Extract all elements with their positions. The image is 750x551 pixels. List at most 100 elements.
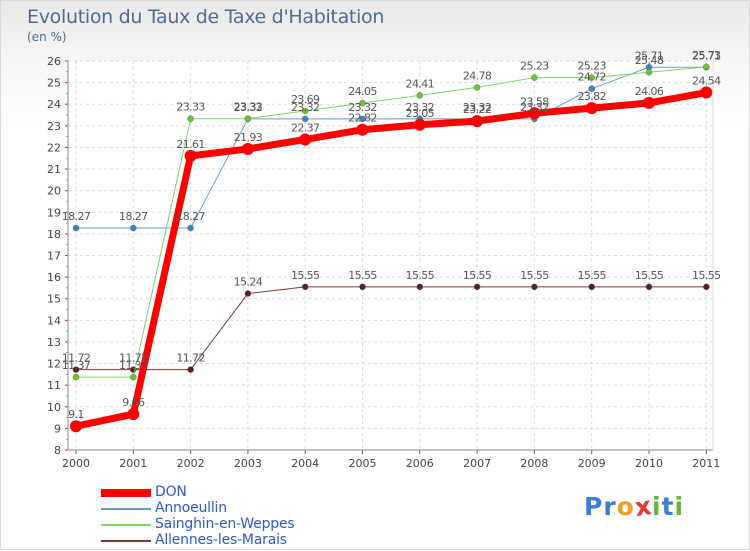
y-tick-label: 8 [54,444,61,457]
y-tick-label: 21 [47,163,61,176]
data-label: 23.33 [176,101,205,114]
logo-letter: i [674,492,685,521]
series-point [72,224,80,232]
y-tick-label: 19 [47,206,61,219]
x-tick-label: 2005 [349,457,377,470]
x-tick-label: 2000 [62,457,90,470]
series-point [588,283,595,291]
logo-letter: P [584,492,604,521]
data-label: 11.72 [119,352,148,365]
logo-letter: t [661,492,675,521]
series-point [127,408,140,421]
data-label: 23.82 [577,90,606,103]
data-label: 11.72 [62,352,91,365]
chart-title: Evolution du Taux de Taxe d'Habitation [27,6,385,28]
y-tick-label: 16 [47,271,61,284]
data-label: 24.05 [348,85,377,98]
series-point [531,74,538,81]
series-point [299,133,312,146]
data-label: 9.66 [122,396,145,409]
series-point [645,283,653,291]
series-point [130,373,137,381]
legend-label: DON [155,484,187,500]
series-point [645,69,653,76]
series-point [413,118,426,131]
series-point [187,366,194,373]
data-label: 23.32 [406,101,435,114]
series-line-2 [75,66,707,378]
series-point [588,85,595,92]
data-label: 23.32 [234,101,263,114]
series-point [302,115,309,123]
x-tick-label: 2006 [406,457,434,470]
legend-swatch [101,489,151,497]
series-line-3 [75,286,707,371]
series-point [473,283,481,291]
data-label: 15.55 [635,269,664,282]
y-tick-label: 15 [47,293,61,306]
data-label: 24.54 [692,75,721,88]
data-label: 18.27 [62,210,91,223]
legend-label: Sainghin-en-Weppes [155,516,295,532]
y-tick-label: 17 [47,250,61,263]
data-label: 21.61 [176,138,205,151]
data-label: 24.41 [406,77,435,90]
x-tick-label: 2009 [578,457,606,470]
data-label: 25.48 [635,54,664,67]
data-label: 15.55 [520,269,549,282]
series-point [302,283,309,291]
data-label: 24.06 [635,85,664,98]
data-label: 23.05 [406,107,435,120]
series-point [703,63,710,71]
data-label: 11.72 [176,352,205,365]
y-tick-label: 13 [47,336,61,349]
data-label: 15.55 [692,269,721,282]
x-tick-label: 2003 [234,457,262,470]
data-label: 25.71 [692,49,721,62]
data-label: 23.33 [234,101,263,114]
series-point [473,84,481,91]
chart-subtitle: (en %) [27,30,67,44]
series-point [700,86,713,99]
data-label: 15.55 [348,269,377,282]
logo-letter: r [603,492,617,521]
data-label: 15.55 [577,269,606,282]
data-label: 15.55 [406,269,435,282]
series-point [416,283,423,291]
data-label: 23.58 [520,95,549,108]
series-line-0 [72,89,710,430]
y-tick-label: 10 [47,401,61,414]
data-label: 11.37 [62,359,91,372]
series-point [244,115,252,122]
series-point [187,115,194,122]
y-tick-label: 11 [47,379,61,392]
data-label: 22.37 [291,121,320,134]
series-point [588,74,595,81]
data-label: 25.71 [635,49,664,62]
x-tick-label: 2010 [635,457,663,470]
data-label: 23.22 [463,103,492,116]
logo-letter: i [652,492,662,521]
series-point [585,102,598,115]
data-label: 15.55 [463,269,492,282]
series-point [528,107,541,120]
x-tick-label: 2002 [177,457,205,470]
series-point [359,99,366,107]
data-label: 23.32 [463,101,492,114]
data-label: 21.93 [234,131,263,144]
series-point [184,149,197,162]
series-point [359,283,366,291]
series-point [643,96,655,109]
series-point [703,283,710,291]
data-label: 18.27 [176,210,205,223]
y-tick-label: 24 [47,98,61,111]
legend-swatch [101,508,151,510]
data-label: 15.24 [234,276,263,289]
data-label: 11.37 [119,359,148,372]
series-point [241,142,254,155]
data-label: 25.73 [692,49,721,62]
series-point [471,115,484,128]
data-label: 25.23 [520,60,549,73]
